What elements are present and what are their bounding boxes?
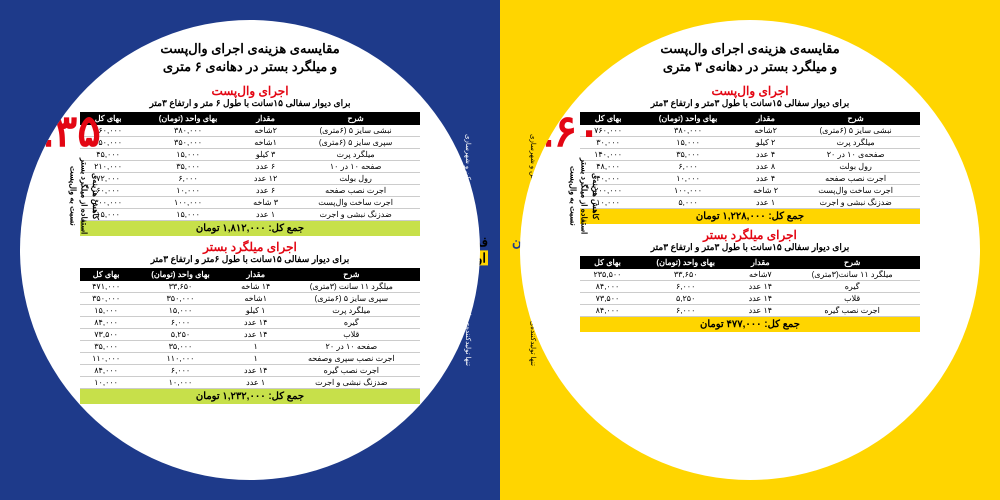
table-row: اجرت نصب گیره۱۴ عدد۶,۰۰۰۸۴,۰۰۰: [580, 305, 920, 317]
table-header: شرح: [784, 256, 920, 269]
table-row: قلاب۱۴ عدد۵,۲۵۰۷۳,۵۰۰: [80, 329, 420, 341]
table-row: اجرت نصب سپری وصفحه۱۱۱۰,۰۰۰۱۱۰,۰۰۰: [80, 353, 420, 365]
table-row: میلگرد پرت۲ کیلو۱۵,۰۰۰۳۰,۰۰۰: [580, 137, 920, 149]
main-title: مقایسه‌ی هزینه‌ی اجرای وال‌پست و میلگرد …: [60, 40, 440, 76]
table-header: بهای کل: [80, 268, 132, 281]
panel-6m: فراسازان اویژه تنها تولیدکننده‌ی دارای گ…: [0, 0, 500, 500]
total-row: جمع کل: ۱,۲۲۸,۰۰۰ تومان: [580, 209, 920, 224]
percent-box: ٪۳۵ کاهش هزینه‌ی استفاده از میلگرد بستر …: [30, 110, 101, 234]
section-title-rebar: اجرای میلگرد بستر: [560, 228, 940, 242]
table-row: میلگرد پرت۳ کیلو۱۵,۰۰۰۴۵,۰۰۰: [80, 149, 420, 161]
percent-value: ٪۳۵: [30, 110, 101, 154]
percent-label: کاهش هزینه‌ی استفاده از میلگرد بستر نسبت…: [567, 158, 601, 234]
table-row: گیره۱۴ عدد۶,۰۰۰۸۴,۰۰۰: [580, 281, 920, 293]
table-rebar-6m: شرحمقداربهای واحد (تومان)بهای کلمیلگرد ۱…: [80, 268, 420, 389]
table-wallpost-3m: شرحمقداربهای واحد (تومان)بهای کلنبشی سای…: [580, 112, 920, 209]
table-row: اجرت ساخت وال‌پست۲ شاخه۱۰۰,۰۰۰۲۰۰,۰۰۰: [580, 185, 920, 197]
table-header: بهای واحد (تومان): [635, 256, 737, 269]
table-header: مقدار: [740, 112, 791, 125]
section-title-rebar: اجرای میلگرد بستر: [60, 240, 440, 254]
table-row: میلگرد ۱۱ سانت(۳متری)۷شاخه۳۳,۶۵۰۲۳۵,۵۰۰: [580, 269, 920, 281]
table-wallpost-6m: شرحمقداربهای واحد (تومان)بهای کلنبشی سای…: [80, 112, 420, 221]
section-sub: برای دیوار سفالی ۱۵سانت با طول ۶ متر و ا…: [60, 98, 440, 109]
percent-box: ٪۶۰ کاهش هزینه‌ی استفاده از میلگرد بستر …: [530, 110, 601, 234]
table-row: رول بولت۸ عدد۶,۰۰۰۴۸,۰۰۰: [580, 161, 920, 173]
table-row: قلاب۱۴ عدد۵,۲۵۰۷۳,۵۰۰: [580, 293, 920, 305]
table-row: ضدزنگ نبشی و اجرت۱ عدد۱۰,۰۰۰۱۰,۰۰۰: [80, 377, 420, 389]
table-row: صفحه ۱۰ در ۱۰۶ عدد۳۵,۰۰۰۲۱۰,۰۰۰: [80, 161, 420, 173]
table-header: مقدار: [240, 112, 291, 125]
table-row: رول بولت۱۲ عدد۶,۰۰۰۷۲,۰۰۰: [80, 173, 420, 185]
table-header: مقدار: [229, 268, 283, 281]
table-row: صفحه‌ی ۱۰ در ۲۰۴ عدد۳۵,۰۰۰۱۴۰,۰۰۰: [580, 149, 920, 161]
table-row: نبشی سایز ۵ (۶متری)۲شاخه۳۸۰,۰۰۰۷۶۰,۰۰۰: [580, 125, 920, 137]
table-row: صفحه ۱۰ در ۲۰۱۳۵,۰۰۰۳۵,۰۰۰: [80, 341, 420, 353]
percent-label: کاهش هزینه‌ی استفاده از میلگرد بستر نسبت…: [67, 158, 101, 234]
table-header: مقدار: [736, 256, 784, 269]
table-header: شرح: [791, 112, 920, 125]
panel-3m: فراسازان اویژه تنها تولیدکننده‌ی دارای گ…: [500, 0, 1000, 500]
table-row: میلگرد ۱۱ سانت (۳متری)۱۴ شاخه۳۳,۶۵۰۴۷۱,۰…: [80, 281, 420, 293]
main-title: مقایسه‌ی هزینه‌ی اجرای وال‌پست و میلگرد …: [560, 40, 940, 76]
table-header: شرح: [283, 268, 420, 281]
section-sub: برای دیوار سفالی ۱۵سانت با طول ۳متر و ار…: [560, 242, 940, 253]
table-row: میلگرد پرت۱ کیلو۱۵,۰۰۰۱۵,۰۰۰: [80, 305, 420, 317]
section-sub: برای دیوار سفالی ۱۵سانت با طول ۶متر و ار…: [60, 254, 440, 265]
table-header: بهای واحد (تومان): [636, 112, 740, 125]
table-row: اجرت ساخت وال‌پست۳ شاخه۱۰۰,۰۰۰۳۰۰,۰۰۰: [80, 197, 420, 209]
section-title-wallpost: اجرای وال‌پست: [560, 84, 940, 98]
table-row: سپری سایز ۵ (۶متری)۱شاخه۳۵۰,۰۰۰۳۵۰,۰۰۰: [80, 293, 420, 305]
circle-3m: مقایسه‌ی هزینه‌ی اجرای وال‌پست و میلگرد …: [520, 20, 980, 480]
table-row: اجرت نصب صفحه۴ عدد۱۰,۰۰۰۴۰,۰۰۰: [580, 173, 920, 185]
table-header: شرح: [291, 112, 420, 125]
table-row: اجرت نصب صفحه۶ عدد۱۰,۰۰۰۶۰,۰۰۰: [80, 185, 420, 197]
table-header: بهای واحد (تومان): [136, 112, 240, 125]
table-row: اجرت نصب گیره۱۴ عدد۶,۰۰۰۸۴,۰۰۰: [80, 365, 420, 377]
table-row: ضدزنگ نبشی و اجرت۱ عدد۱۵,۰۰۰۱۵,۰۰۰: [80, 209, 420, 221]
total-row: جمع کل: ۱,۸۱۲,۰۰۰ تومان: [80, 221, 420, 236]
section-sub: برای دیوار سفالی ۱۵سانت با طول ۳متر و ار…: [560, 98, 940, 109]
table-header: بهای کل: [580, 256, 635, 269]
table-row: نبشی سایز ۵ (۶متری)۲شاخه۳۸۰,۰۰۰۷۶۰,۰۰۰: [80, 125, 420, 137]
table-rebar-3m: شرحمقداربهای واحد (تومان)بهای کلمیلگرد ۱…: [580, 256, 920, 317]
table-row: سپری سایز ۵ (۶متری)۱شاخه۳۵۰,۰۰۰۳۵۰,۰۰۰: [80, 137, 420, 149]
total-row: جمع کل: ۱,۲۳۲,۰۰۰ تومان: [80, 389, 420, 404]
table-header: بهای واحد (تومان): [132, 268, 229, 281]
section-title-wallpost: اجرای وال‌پست: [60, 84, 440, 98]
table-row: ضدزنگ نبشی و اجرت۱ عدد۵,۰۰۰۱۰,۰۰۰: [580, 197, 920, 209]
total-row: جمع کل: ۴۷۷,۰۰۰ تومان: [580, 317, 920, 332]
percent-value: ٪۶۰: [530, 110, 601, 154]
circle-6m: مقایسه‌ی هزینه‌ی اجرای وال‌پست و میلگرد …: [20, 20, 480, 480]
table-row: گیره۱۴ عدد۶,۰۰۰۸۴,۰۰۰: [80, 317, 420, 329]
